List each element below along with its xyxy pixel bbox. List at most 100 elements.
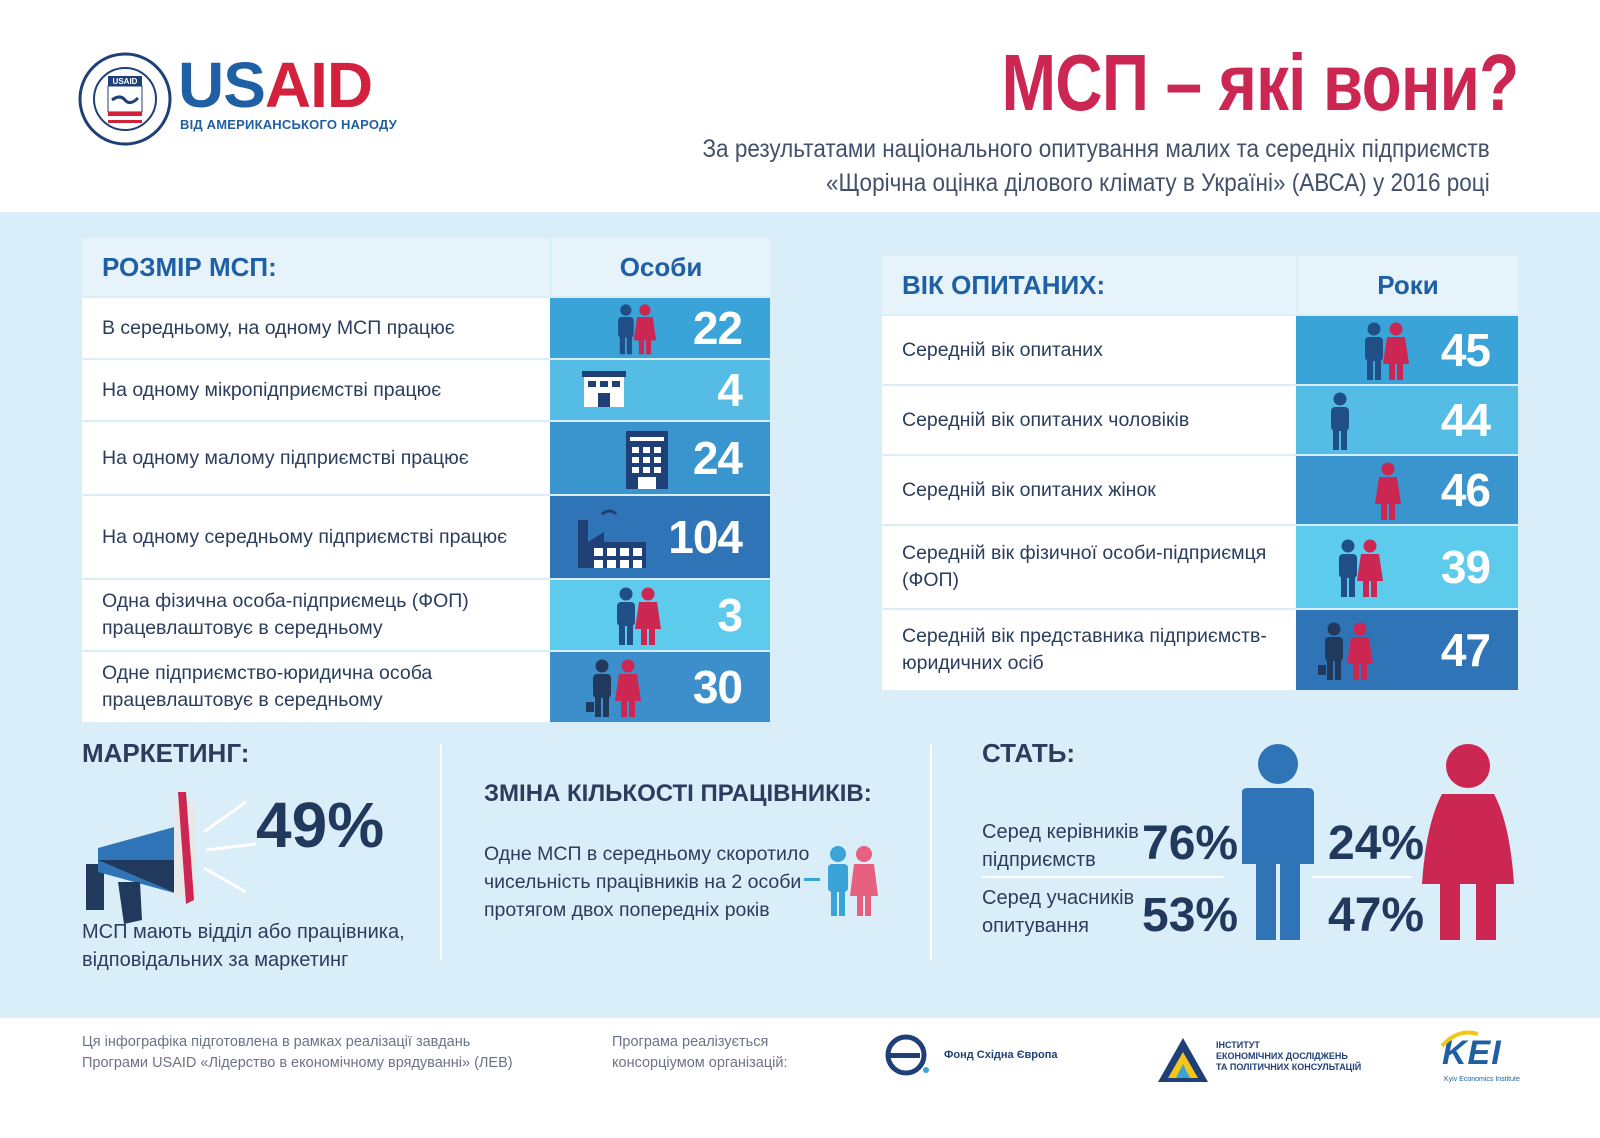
gender-row1-female: 24% <box>1328 817 1425 870</box>
size-table-row-icon <box>622 429 672 494</box>
subtitle-line-1: За результатами національного опитування… <box>702 135 1490 163</box>
gender-row1-male: 76% <box>1142 817 1239 870</box>
age-table-row-value: 39 <box>1440 541 1491 593</box>
size-table-row-label: На одному мікропідприємстві працює <box>102 378 442 401</box>
size-table-row-value-cell: 4 <box>550 360 770 420</box>
man-icon <box>1331 392 1349 450</box>
size-table-row: В середньому, на одному МСП працює 22 <box>82 298 770 360</box>
age-table-header: ВІК ОПИТАНИХ: Роки <box>882 256 1518 316</box>
divider-1 <box>440 744 442 960</box>
couple-icon <box>1339 539 1383 597</box>
subtitle-line-2: «Щорічна оцінка ділового клімату в Украї… <box>826 169 1490 197</box>
size-table-row-label: Одне підприємство-юридична особа працевл… <box>102 662 433 711</box>
age-table-row-label: Середній вік фізичної особи-підприємця (… <box>902 542 1267 591</box>
gender-row1-label: Серед керівників підприємств <box>982 821 1139 871</box>
size-table-row: На одному середньому підприємстві працює… <box>82 496 770 580</box>
ier-logo-icon <box>1158 1038 1208 1082</box>
gender-row2-label: Серед учасників опитування <box>982 887 1135 937</box>
age-table-row: Середній вік опитаних жінок 46 <box>882 456 1518 526</box>
size-table-row-value: 22 <box>692 302 743 354</box>
size-table-row-label: В середньому, на одному МСП працює <box>102 316 455 339</box>
logo-us: US <box>178 49 266 121</box>
age-table-row-value-cell: 39 <box>1296 526 1518 608</box>
partner-3-name: KEI <box>1442 1034 1502 1072</box>
partner-1-name: Фонд Східна Європа <box>944 1049 1058 1061</box>
size-table-row-value: 30 <box>692 661 743 713</box>
size-table-row-icon <box>610 586 670 651</box>
age-table-row-value: 44 <box>1440 394 1491 446</box>
size-table-row-value-cell: 104 <box>550 496 770 578</box>
gender-line-right <box>1312 876 1412 878</box>
woman-icon <box>1422 744 1514 940</box>
age-table-row-value: 47 <box>1440 624 1491 676</box>
age-table-unit: Роки <box>1296 256 1518 314</box>
age-table-row-label: Середній вік опитаних <box>902 338 1103 361</box>
couple-icon <box>1365 322 1409 380</box>
size-table-row-value-cell: 24 <box>550 422 770 494</box>
couple-icon <box>617 587 661 645</box>
kei-swoosh-icon <box>1440 1030 1479 1048</box>
age-table-row-label: Середній вік опитаних чоловіків <box>902 408 1190 431</box>
footer: Ця інфографіка підготовлена в рамках реа… <box>0 1018 1600 1138</box>
age-table-row-icon <box>1316 621 1390 686</box>
size-table-header: РОЗМІР МСП: Особи <box>82 238 770 298</box>
size-table-row-value-cell: 22 <box>550 298 770 358</box>
employees-couple-icon <box>804 846 878 916</box>
age-table-rows: Середній вік опитаних 45 Середній вік опи… <box>882 316 1518 692</box>
couple-icon <box>618 304 657 355</box>
size-table-row-label: Одна фізична особа-підприємець (ФОП) пра… <box>102 590 469 639</box>
size-table-row: На одному мікропідприємстві працює 4 <box>82 360 770 422</box>
employees-text: Одне МСП в середньому скоротило чисельні… <box>484 843 810 921</box>
age-table-row: Середній вік представника підприємств-юр… <box>882 610 1518 692</box>
header: USAID USAID ВІД АМЕРИКАНСЬКОГО НАРОДУ МС… <box>0 0 1600 212</box>
man-icon <box>1242 744 1314 940</box>
size-table-row-label: На одному малому підприємстві працює <box>102 446 469 469</box>
main-band: РОЗМІР МСП: Особи В середньому, на одном… <box>0 212 1600 1018</box>
east-europe-foundation-logo-icon <box>885 1034 929 1076</box>
footer-left-text: Ця інфографіка підготовлена в рамках реа… <box>82 1034 513 1071</box>
size-table-row-icon <box>612 303 665 360</box>
age-table-row: Середній вік опитаних чоловіків 44 <box>882 386 1518 456</box>
size-table-rows: В середньому, на одному МСП працює 22 На … <box>82 298 770 724</box>
business-couple-icon <box>586 659 641 717</box>
age-table: ВІК ОПИТАНИХ: Роки Середній вік опитаних… <box>882 256 1518 692</box>
age-table-title: ВІК ОПИТАНИХ: <box>902 269 1106 300</box>
page-subtitle: За результатами національного опитування… <box>703 132 1490 200</box>
marketing-percent: 49% <box>256 789 385 861</box>
marketing-title: МАРКЕТИНГ: <box>82 738 250 768</box>
age-table-row-label: Середній вік представника підприємств-юр… <box>902 625 1267 674</box>
partner-3-subtitle: Kyiv Economics Institute <box>1444 1076 1520 1083</box>
age-table-row-value: 46 <box>1440 464 1491 516</box>
business-couple-icon <box>1318 622 1373 680</box>
age-table-row-icon <box>1366 461 1410 526</box>
size-table-title: РОЗМІР МСП: <box>102 251 277 282</box>
office-building-icon <box>626 431 668 489</box>
size-table-row-value: 4 <box>717 364 743 416</box>
marketing-text: МСП мають відділ або працівника, відпові… <box>82 921 405 971</box>
partner-2-line-3: ТА ПОЛІТИЧНИХ КОНСУЛЬТАЦІЙ <box>1216 1062 1362 1072</box>
logo-aid: AID <box>264 49 373 121</box>
size-table-row: Одне підприємство-юридична особа працевл… <box>82 652 770 724</box>
megaphone-icon <box>86 792 257 924</box>
usaid-seal-icon: USAID <box>78 52 172 146</box>
gender-title: СТАТЬ: <box>982 738 1076 768</box>
size-table-row-label: На одному середньому підприємстві працює <box>102 525 508 548</box>
gender-row2-male: 53% <box>1142 889 1239 942</box>
size-table-row-icon <box>574 508 652 576</box>
size-table-row-value: 3 <box>717 589 743 641</box>
age-table-row-value-cell: 45 <box>1296 316 1518 384</box>
footer-middle-text: Програма реалізується консорціумом орган… <box>612 1034 788 1071</box>
size-table-row-value-cell: 3 <box>550 580 770 650</box>
size-table-row-icon <box>584 658 658 723</box>
woman-icon <box>1375 462 1401 520</box>
gender-line-left <box>982 876 1224 878</box>
size-table-row-value-cell: 30 <box>550 652 770 722</box>
page-title: МСП – які вони? <box>1001 38 1519 127</box>
age-table-row: Середній вік опитаних 45 <box>882 316 1518 386</box>
age-table-row-icon <box>1320 391 1360 456</box>
usaid-tagline: ВІД АМЕРИКАНСЬКОГО НАРОДУ <box>180 117 397 132</box>
gender-row2-female: 47% <box>1328 889 1425 942</box>
size-table-row-value: 24 <box>692 432 743 484</box>
age-table-row: Середній вік фізичної особи-підприємця (… <box>882 526 1518 610</box>
employees-title: ЗМІНА КІЛЬКОСТІ ПРАЦІВНИКІВ: <box>484 780 872 807</box>
